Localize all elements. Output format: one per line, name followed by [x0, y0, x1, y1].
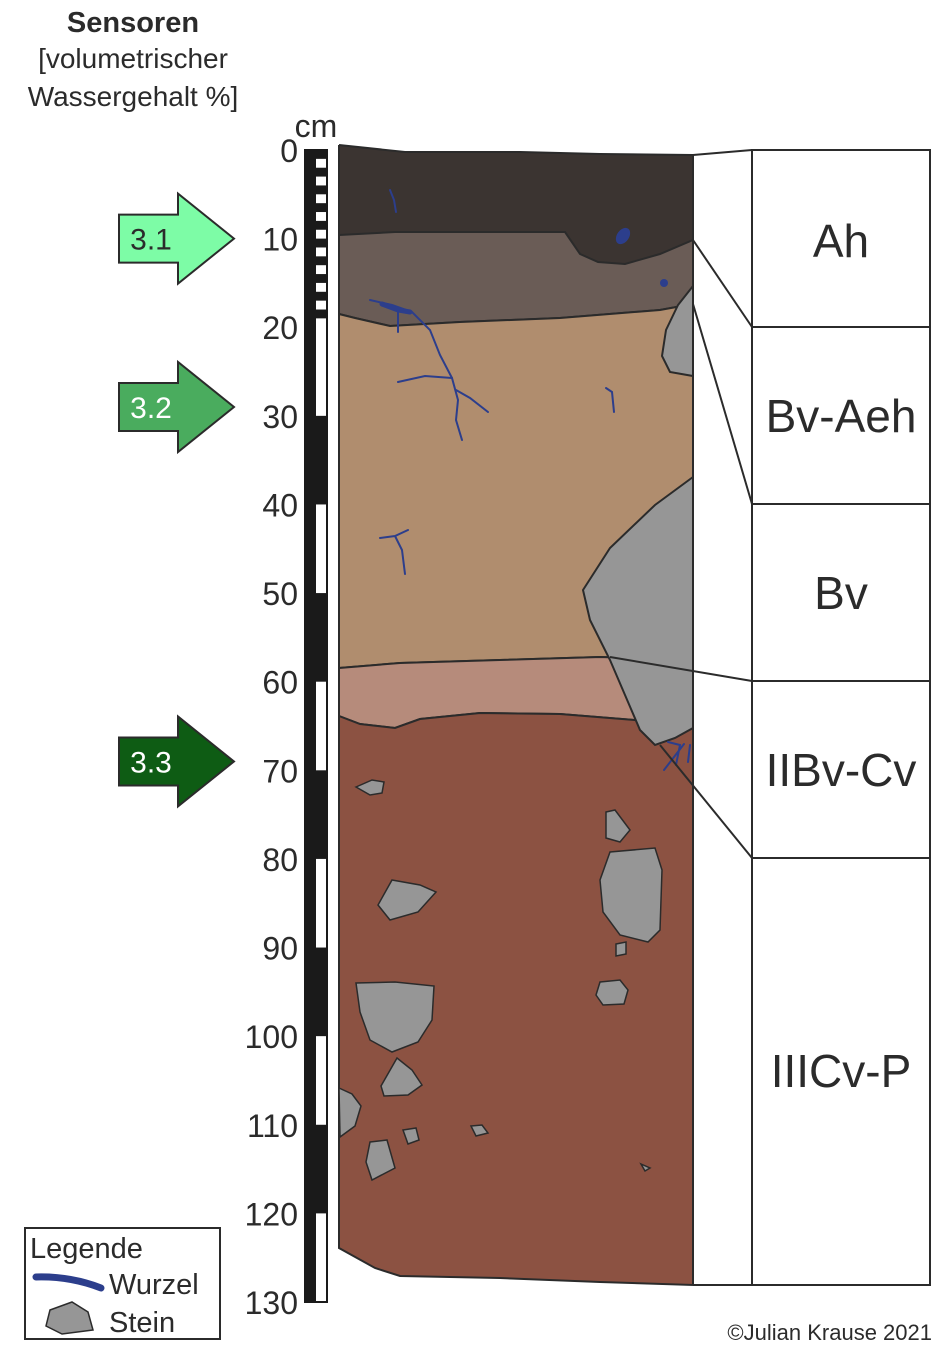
- ruler-block: [316, 770, 327, 859]
- depth-tick-labels: 0 10 20 30 40 50 60 70 80 90 100 110 120 130: [245, 133, 298, 1321]
- depth-tick-label: 50: [262, 576, 298, 612]
- sensor-label: 3.3: [130, 746, 172, 779]
- stone: [605, 809, 631, 843]
- ruler-fine-block: [316, 309, 327, 319]
- stone: [380, 1056, 424, 1097]
- ruler-fine-block: [316, 150, 327, 159]
- root-thick: [379, 301, 413, 315]
- stone-large-middle: [581, 475, 694, 747]
- ruler-fine-block: [316, 203, 327, 213]
- depth-tick-label: 30: [262, 399, 298, 435]
- depth-tick-label: 60: [262, 665, 298, 701]
- root: [397, 374, 453, 383]
- ruler-fine-block: [316, 238, 327, 248]
- depth-ruler: [304, 149, 328, 1303]
- stone: [615, 941, 627, 957]
- ruler-fine-block: [316, 220, 327, 230]
- ruler-fine-block: [316, 185, 327, 195]
- roots: [369, 189, 691, 771]
- legend-title: Legende: [30, 1233, 143, 1265]
- root: [389, 189, 397, 213]
- sensor-arrow-3-3: 3.3: [118, 714, 236, 809]
- copyright-text: ©Julian Krause 2021: [727, 1320, 932, 1345]
- horizon-label-iibv-cv: IIBv-Cv: [766, 744, 917, 796]
- horizon-connector: [609, 149, 753, 1286]
- ruler-fine-block: [316, 274, 327, 283]
- legend-root-label: Wurzel: [109, 1269, 199, 1301]
- stone: [639, 1162, 652, 1173]
- ruler-fine-block: [316, 291, 327, 301]
- connector-top: [692, 149, 753, 156]
- sensor-arrow-3-1: 3.1: [118, 191, 236, 286]
- stone: [599, 847, 663, 943]
- sensor-arrow-shape: [118, 359, 236, 455]
- depth-tick-label: 20: [262, 310, 298, 346]
- depth-tick-label: 130: [245, 1285, 298, 1321]
- horizon-label-iiicv-p: IIICv-P: [771, 1045, 912, 1097]
- stone: [595, 979, 629, 1006]
- horizon-ah-fill: [339, 145, 693, 264]
- ruler-block: [316, 415, 327, 505]
- sensor-arrows: 3.1 3.2 3.3: [118, 191, 236, 809]
- stone: [338, 1086, 362, 1139]
- connector-bv-iibvcv: [609, 656, 753, 682]
- depth-tick-label: 40: [262, 487, 298, 523]
- ruler-block: [316, 593, 327, 682]
- column-top-outline: [338, 144, 694, 156]
- legend-stone-label: Stein: [109, 1307, 175, 1339]
- ruler-strip: [305, 150, 316, 1302]
- depth-unit-label: cm: [295, 108, 338, 144]
- depth-tick-label: 0: [280, 133, 298, 169]
- stone: [354, 779, 385, 796]
- depth-tick-label: 120: [245, 1196, 298, 1232]
- root: [379, 529, 409, 575]
- horizon-label-ah: Ah: [813, 215, 869, 267]
- sensor-arrow-shape: [118, 714, 236, 809]
- legend-stone-symbol: [45, 1301, 94, 1335]
- root: [605, 387, 615, 413]
- ruler-block: [316, 1124, 327, 1214]
- connector-iibvcv-iiicvp: [659, 744, 753, 859]
- sensors-title: Sensoren: [67, 7, 199, 39]
- sensors-subtitle-line1: [volumetrischer: [38, 43, 228, 74]
- depth-tick-label: 10: [262, 222, 298, 258]
- legend-root-symbol: [32, 1273, 105, 1292]
- connector-ah-bvaeh: [692, 239, 753, 328]
- depth-tick-label: 100: [245, 1019, 298, 1055]
- root: [369, 299, 463, 441]
- depth-tick-label: 70: [262, 753, 298, 789]
- ruler-fine-block: [316, 256, 327, 266]
- connector-bvaeh-bv: [692, 303, 753, 505]
- sensor-label: 3.1: [130, 224, 172, 257]
- root-cross-section: [615, 227, 631, 245]
- stone: [355, 981, 435, 1053]
- depth-tick-label: 90: [262, 931, 298, 967]
- sensor-label: 3.2: [130, 392, 172, 425]
- root: [663, 741, 691, 771]
- horizon-table: Ah Bv-Aeh Bv IIBv-Cv IIICv-P: [751, 149, 931, 1286]
- stone-upper-right: [660, 283, 694, 378]
- horizon-label-bv: Bv: [814, 567, 868, 619]
- root: [455, 389, 489, 413]
- legend: Legende Wurzel Stein: [24, 1227, 221, 1340]
- stone: [365, 1139, 396, 1182]
- horizon-table-frame: [751, 149, 931, 1286]
- ruler-fine-block: [316, 167, 327, 177]
- stone: [377, 879, 438, 921]
- stone: [469, 1124, 490, 1137]
- root-cross-section: [660, 279, 668, 287]
- ruler-block: [316, 947, 327, 1037]
- sensor-arrow-3-2: 3.2: [118, 359, 236, 455]
- stones-lower: [338, 779, 663, 1182]
- depth-tick-label: 80: [262, 842, 298, 878]
- horizon-label-bv-aeh: Bv-Aeh: [766, 390, 917, 442]
- sensors-subtitle-line2: Wassergehalt %]: [28, 81, 239, 112]
- stone: [401, 1127, 420, 1145]
- depth-tick-label: 110: [247, 1108, 298, 1144]
- sensor-arrow-shape: [118, 191, 236, 286]
